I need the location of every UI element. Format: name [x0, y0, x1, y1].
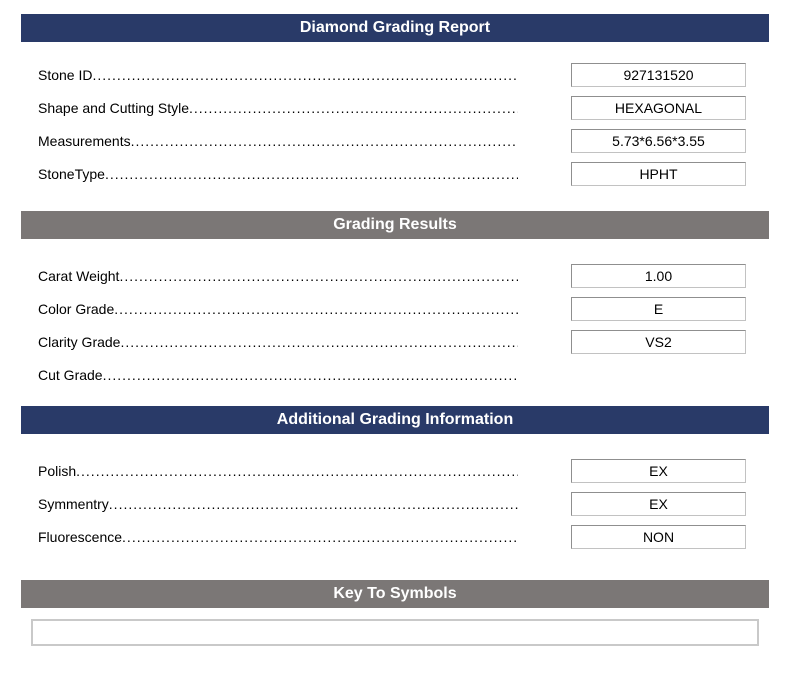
dotted-leader — [122, 529, 518, 545]
field-row-stone-type: StoneType HPHT — [0, 157, 788, 190]
fluorescence-label-leader: Fluorescence — [38, 529, 518, 545]
color-grade-label: Color Grade — [38, 300, 115, 317]
stone-type-label-leader: StoneType — [38, 166, 518, 182]
dotted-leader — [103, 367, 518, 383]
key-to-symbols-box[interactable] — [31, 619, 759, 646]
field-row-shape-cutting-style: Shape and Cutting Style HEXAGONAL — [0, 91, 788, 124]
field-row-measurements: Measurements 5.73*6.56*3.55 — [0, 124, 788, 157]
cut-grade-label: Cut Grade — [38, 366, 103, 383]
section-header-additional-grading-information: Additional Grading Information — [21, 406, 769, 434]
section-header-key-to-symbols: Key To Symbols — [21, 580, 769, 608]
dotted-leader — [131, 133, 518, 149]
cut-grade-label-leader: Cut Grade — [38, 367, 518, 383]
field-row-polish: Polish EX — [0, 454, 788, 487]
clarity-grade-value-box[interactable]: VS2 — [571, 329, 746, 354]
symmentry-label: Symmentry — [38, 495, 109, 512]
stone-id-label-leader: Stone ID — [38, 67, 518, 83]
dotted-leader — [105, 166, 518, 182]
field-row-clarity-grade: Clarity Grade VS2 — [0, 325, 788, 358]
shape-label-leader: Shape and Cutting Style — [38, 100, 518, 116]
shape-cutting-style-label: Shape and Cutting Style — [38, 99, 189, 116]
carat-weight-label: Carat Weight — [38, 267, 120, 284]
dotted-leader — [189, 100, 518, 116]
fluorescence-label: Fluorescence — [38, 528, 123, 545]
dotted-leader — [119, 268, 518, 284]
fluorescence-value-box[interactable]: NON — [571, 524, 746, 549]
stone-type-label: StoneType — [38, 165, 105, 182]
section-header-grading-results: Grading Results — [21, 211, 769, 239]
symmentry-value-box[interactable]: EX — [571, 491, 746, 516]
polish-label: Polish — [38, 462, 77, 479]
carat-weight-label-leader: Carat Weight — [38, 268, 518, 284]
measurements-label-leader: Measurements — [38, 133, 518, 149]
polish-value-box[interactable]: EX — [571, 458, 746, 483]
field-row-symmentry: Symmentry EX — [0, 487, 788, 520]
dotted-leader — [109, 496, 518, 512]
dotted-leader — [120, 334, 518, 350]
field-row-carat-weight: Carat Weight 1.00 — [0, 259, 788, 292]
dotted-leader — [114, 301, 518, 317]
shape-cutting-style-value-box[interactable]: HEXAGONAL — [571, 95, 746, 120]
field-row-cut-grade: Cut Grade — [0, 358, 788, 391]
clarity-grade-label-leader: Clarity Grade — [38, 334, 518, 350]
dotted-leader — [92, 67, 518, 83]
measurements-label: Measurements — [38, 132, 131, 149]
symmentry-label-leader: Symmentry — [38, 496, 518, 512]
section-header-diamond-grading-report: Diamond Grading Report — [21, 14, 769, 42]
report-identification-fields: Stone ID 927131520 Shape and Cutting Sty… — [0, 58, 788, 190]
stone-type-value-box[interactable]: HPHT — [571, 161, 746, 186]
dotted-leader — [76, 463, 518, 479]
color-grade-label-leader: Color Grade — [38, 301, 518, 317]
polish-label-leader: Polish — [38, 463, 518, 479]
field-row-color-grade: Color Grade E — [0, 292, 788, 325]
field-row-stone-id: Stone ID 927131520 — [0, 58, 788, 91]
carat-weight-value-box[interactable]: 1.00 — [571, 263, 746, 288]
field-row-fluorescence: Fluorescence NON — [0, 520, 788, 553]
clarity-grade-label: Clarity Grade — [38, 333, 121, 350]
color-grade-value-box[interactable]: E — [571, 296, 746, 321]
stone-id-label: Stone ID — [38, 66, 93, 83]
measurements-value-box[interactable]: 5.73*6.56*3.55 — [571, 128, 746, 153]
stone-id-value-box[interactable]: 927131520 — [571, 62, 746, 87]
grading-results-fields: Carat Weight 1.00 Color Grade E Clarity … — [0, 259, 788, 391]
additional-grading-fields: Polish EX Symmentry EX Fluorescence NON — [0, 454, 788, 553]
